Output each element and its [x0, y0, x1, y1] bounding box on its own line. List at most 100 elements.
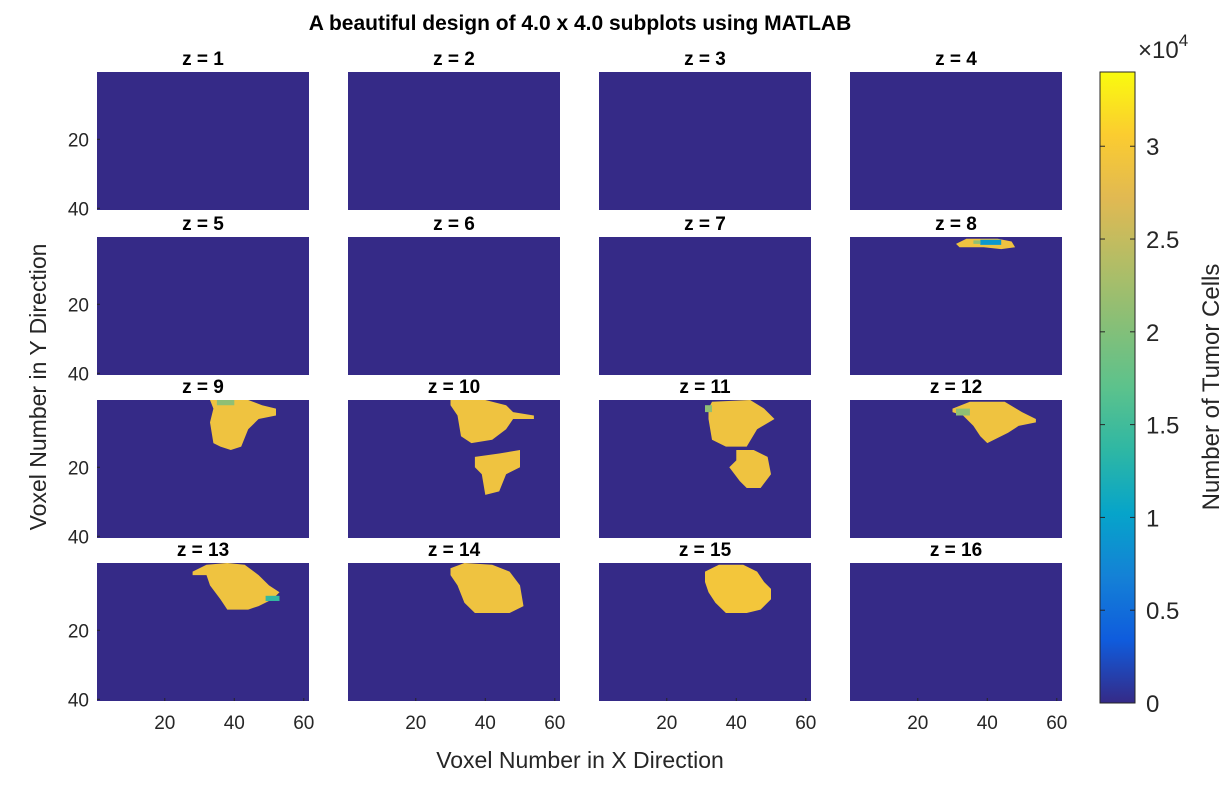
subplot-title: z = 8	[935, 214, 977, 235]
heatmap-background	[97, 237, 309, 375]
y-tick-label: 20	[68, 621, 89, 642]
tumor-region	[705, 564, 771, 613]
subplot-11: z = 11	[599, 377, 811, 538]
y-tick-label: 40	[68, 199, 89, 220]
colorbar-label: Number of Tumor Cells	[1198, 264, 1222, 511]
heatmap-background	[348, 400, 560, 538]
tumor-region	[705, 405, 712, 413]
colorbar-exponent: ×104	[1138, 31, 1188, 64]
colorbar-ticks: 0 0.5 1 1.5 2 2.5 3	[1100, 134, 1179, 718]
heatmap-background	[850, 72, 1062, 210]
x-tick-label: 60	[293, 713, 314, 734]
subplot-grid: z = 1 20 40 z = 2 z = 3 z = 4 z = 5 20 40 z = 6 z …	[68, 49, 1067, 734]
subplot-3: z = 3	[599, 49, 811, 210]
x-tick-label: 60	[544, 713, 565, 734]
tumor-region	[450, 400, 534, 444]
subplot-1: z = 1 20 40	[68, 49, 309, 220]
x-tick-label: 60	[1046, 713, 1067, 734]
subplot-6: z = 6	[348, 214, 560, 375]
heatmap-background	[599, 72, 811, 210]
heatmap-background	[348, 72, 560, 210]
subplot-8: z = 8	[850, 214, 1062, 375]
colorbar-exponent-power: 4	[1179, 31, 1188, 50]
figure-title: A beautiful design of 4.0 x 4.0 subplots…	[309, 12, 852, 35]
colorbar-tick-label: 3	[1146, 134, 1159, 161]
colorbar-tick-label: 2.5	[1146, 227, 1179, 254]
subplot-title: z = 10	[428, 377, 480, 398]
colorbar-tick-label: 0.5	[1146, 598, 1179, 625]
subplot-title: z = 1	[182, 49, 224, 70]
tumor-region	[956, 408, 970, 416]
subplot-title: z = 13	[177, 540, 229, 561]
colorbar: ×104 0 0.5 1 1.5 2 2.5 3 Number of Tumor Cells	[1099, 31, 1222, 718]
subplot-2: z = 2	[348, 49, 560, 210]
y-tick-label: 40	[68, 364, 89, 385]
tumor-region	[216, 400, 235, 406]
colorbar-tick-label: 0	[1146, 691, 1159, 718]
subplot-16: z = 16 20 40 60	[850, 540, 1067, 734]
heatmap-background	[97, 400, 309, 538]
heatmap-background	[850, 563, 1062, 701]
subplot-title: z = 4	[935, 49, 977, 70]
colorbar-tick-label: 2	[1146, 320, 1159, 347]
subplot-title: z = 15	[679, 540, 732, 561]
subplot-5: z = 5 20 40	[68, 214, 309, 385]
subplot-title: z = 14	[428, 540, 481, 561]
tumor-region	[450, 563, 524, 613]
heatmap-background	[97, 563, 309, 701]
heatmap-background	[599, 400, 811, 538]
x-tick-label: 40	[475, 713, 496, 734]
y-tick-label: 20	[68, 295, 89, 316]
tumor-region	[973, 240, 981, 244]
heatmap-background	[599, 237, 811, 375]
tumor-region	[708, 400, 775, 447]
subplot-10: z = 10	[348, 377, 560, 538]
subplot-title: z = 9	[182, 377, 224, 398]
colorbar-gradient	[1099, 71, 1136, 704]
y-axis-label: Voxel Number in Y Direction	[25, 244, 51, 531]
heatmap-background	[348, 237, 560, 375]
tumor-region	[980, 239, 1002, 245]
tumor-region	[210, 400, 276, 450]
x-tick-label: 40	[224, 713, 245, 734]
subplot-title: z = 6	[433, 214, 475, 235]
colorbar-exponent-base: ×10	[1138, 37, 1179, 64]
subplot-title: z = 3	[684, 49, 726, 70]
tumor-region	[192, 563, 280, 610]
subplot-title: z = 16	[930, 540, 982, 561]
x-tick-label: 20	[907, 713, 928, 734]
x-axis-label: Voxel Number in X Direction	[436, 747, 724, 773]
x-tick-label: 40	[726, 713, 747, 734]
subplot-12: z = 12	[850, 377, 1062, 538]
tumor-region	[729, 450, 771, 488]
heatmap-background	[97, 72, 309, 210]
subplot-7: z = 7	[599, 214, 811, 375]
colorbar-tick-label: 1	[1146, 505, 1159, 532]
x-tick-label: 60	[795, 713, 816, 734]
subplot-title: z = 12	[930, 377, 982, 398]
x-tick-label: 20	[656, 713, 677, 734]
subplot-4: z = 4	[850, 49, 1062, 210]
x-tick-label: 20	[405, 713, 426, 734]
tumor-region	[474, 450, 520, 495]
subplot-title: z = 7	[684, 214, 726, 235]
x-tick-label: 20	[154, 713, 175, 734]
subplot-13: z = 13 20 40 20 40 60	[68, 540, 314, 734]
subplot-14: z = 14 20 40 60	[348, 540, 565, 734]
subplot-15: z = 15 20 40 60	[599, 540, 816, 734]
y-tick-label: 20	[68, 130, 89, 151]
x-tick-label: 40	[977, 713, 998, 734]
heatmap-background	[348, 563, 560, 701]
subplot-title: z = 11	[679, 377, 731, 398]
heatmap-background	[850, 237, 1062, 375]
colorbar-tick-label: 1.5	[1146, 413, 1179, 440]
heatmap-background	[599, 563, 811, 701]
subplot-title: z = 5	[182, 214, 224, 235]
subplot-title: z = 2	[433, 49, 475, 70]
y-tick-label: 20	[68, 458, 89, 479]
tumor-region	[265, 595, 280, 601]
tumor-region	[952, 401, 1036, 444]
subplot-9: z = 9 20 40	[68, 377, 309, 548]
y-tick-label: 40	[68, 527, 89, 548]
